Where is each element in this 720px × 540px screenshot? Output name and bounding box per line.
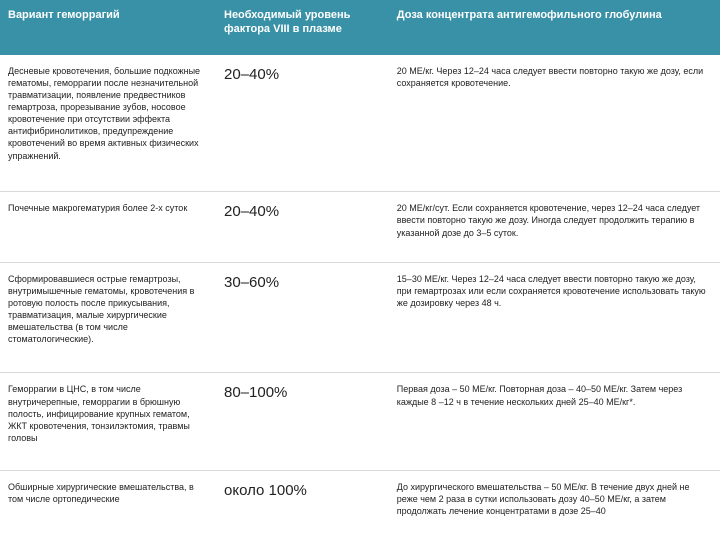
table-header-row: Вариант геморрагий Необходимый уровень ф… xyxy=(0,0,720,55)
table-row: Почечные макрогематурия более 2-х суток … xyxy=(0,192,720,262)
cell-dose: 20 МЕ/кг/сут. Если сохраняется кровотече… xyxy=(389,192,720,262)
cell-level: 20–40% xyxy=(216,55,389,192)
table-row: Обширные хирургические вмешательства, в … xyxy=(0,470,720,540)
cell-level: 80–100% xyxy=(216,373,389,470)
col-header-level: Необходимый уровень фактора VIII в плазм… xyxy=(216,0,389,55)
table-row: Десневые кровотечения, большие подкожные… xyxy=(0,55,720,192)
cell-variant: Почечные макрогематурия более 2-х суток xyxy=(0,192,216,262)
cell-dose: До хирургического вмешательства – 50 МЕ/… xyxy=(389,470,720,540)
cell-dose: Первая доза – 50 МЕ/кг. Повторная доза –… xyxy=(389,373,720,470)
table-row: Сформировавшиеся острые гемартрозы, внут… xyxy=(0,262,720,373)
cell-variant: Десневые кровотечения, большие подкожные… xyxy=(0,55,216,192)
cell-variant: Сформировавшиеся острые гемартрозы, внут… xyxy=(0,262,216,373)
col-header-dose: Доза концентрата антигемофильного глобул… xyxy=(389,0,720,55)
cell-level: около 100% xyxy=(216,470,389,540)
cell-dose: 15–30 МЕ/кг. Через 12–24 часа следует вв… xyxy=(389,262,720,373)
factor-viii-dosing-table: Вариант геморрагий Необходимый уровень ф… xyxy=(0,0,720,540)
cell-variant: Обширные хирургические вмешательства, в … xyxy=(0,470,216,540)
cell-level: 30–60% xyxy=(216,262,389,373)
table-row: Геморрагии в ЦНС, в том числе внутричере… xyxy=(0,373,720,470)
cell-dose: 20 МЕ/кг. Через 12–24 часа следует ввест… xyxy=(389,55,720,192)
cell-variant: Геморрагии в ЦНС, в том числе внутричере… xyxy=(0,373,216,470)
cell-level: 20–40% xyxy=(216,192,389,262)
col-header-variant: Вариант геморрагий xyxy=(0,0,216,55)
